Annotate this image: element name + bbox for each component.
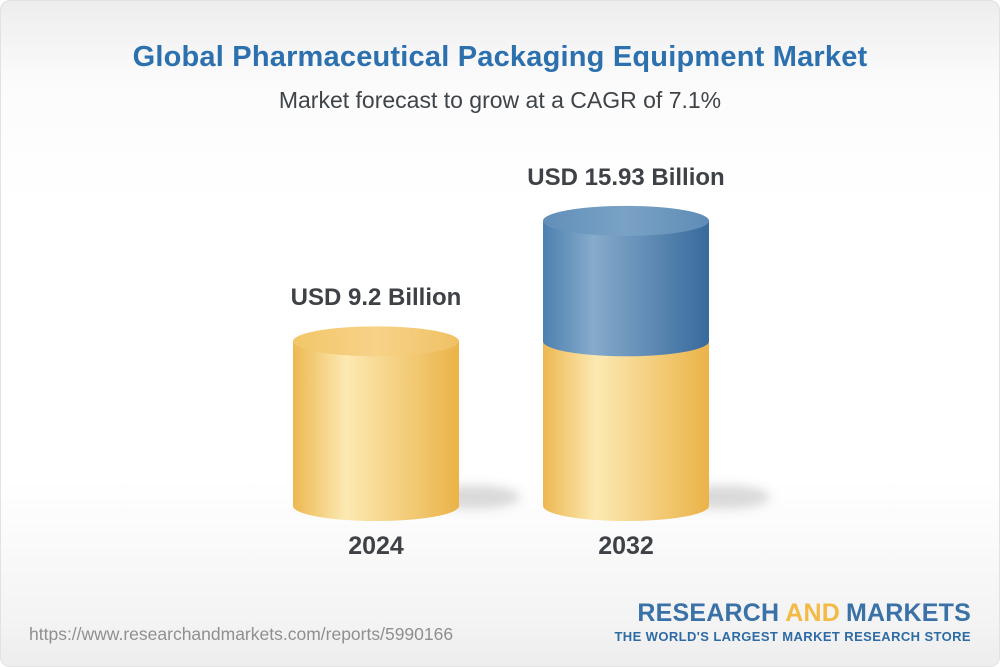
value-label-2024: USD 9.2 Billion	[290, 284, 462, 312]
logo-wordmark: RESEARCH AND MARKETS	[614, 600, 971, 626]
page-title: Global Pharmaceutical Packaging Equipmen…	[132, 41, 868, 73]
category-label-2024: 2024	[348, 532, 404, 560]
logo-word-markets: MARKETS	[845, 599, 971, 627]
research-and-markets-logo: RESEARCH AND MARKETS THE WORLD'S LARGEST M…	[614, 600, 971, 644]
value-label-2032: USD 15.93 Billion	[527, 163, 725, 191]
logo-word-research: RESEARCH	[637, 599, 780, 627]
bar-2024-cylinder	[293, 326, 459, 521]
logo-tagline: THE WORLD'S LARGEST MARKET RESEARCH STOR…	[614, 629, 971, 644]
category-label-2032: 2032	[598, 532, 654, 560]
logo-word-and: AND	[785, 599, 840, 627]
report-url: https://www.researchandmarkets.com/repor…	[29, 624, 454, 644]
bar-2032-cylinder	[543, 205, 709, 521]
page-subtitle: Market forecast to grow at a CAGR of 7.1…	[278, 87, 722, 113]
